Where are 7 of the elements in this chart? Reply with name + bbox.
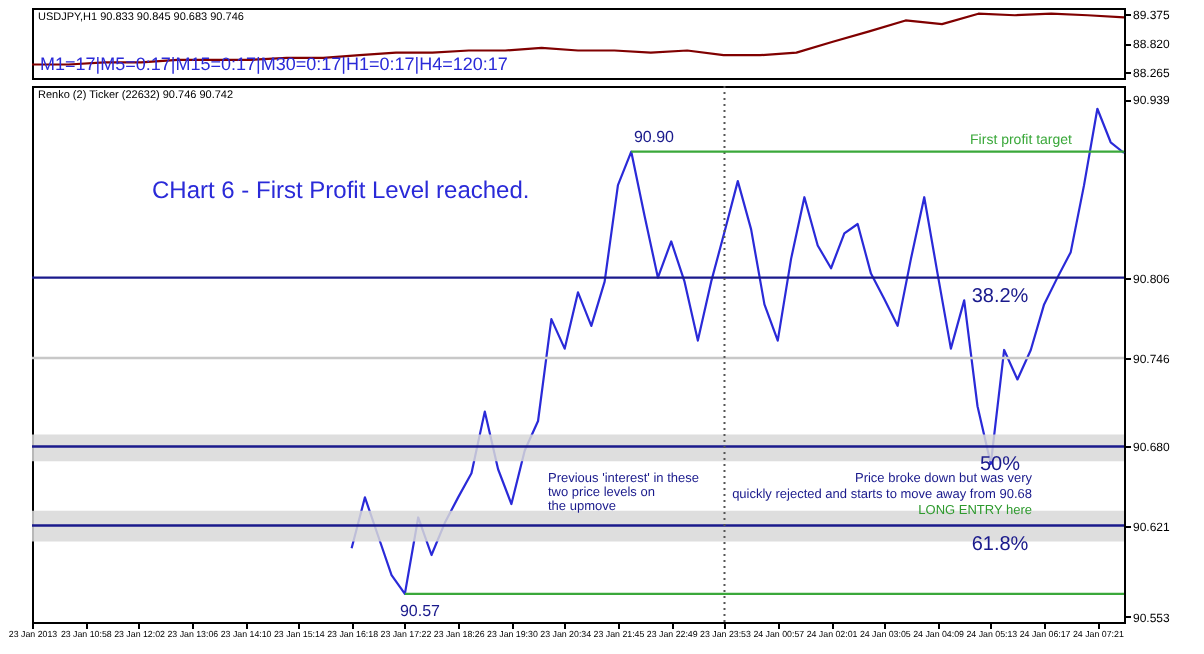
annotation: CHart 6 - First Profit Level reached.: [152, 176, 530, 204]
annotation: 61.8%: [971, 533, 1029, 556]
annotation: 90.90: [633, 127, 676, 146]
annotation: 38.2%: [971, 285, 1029, 308]
annotation: M1=17|M5=0:17|M15=0:17|M30=0:17|H1=0:17|H4=120:17: [40, 54, 508, 74]
annotation: 90.57: [399, 601, 442, 620]
annotation: 50%: [979, 454, 1021, 477]
